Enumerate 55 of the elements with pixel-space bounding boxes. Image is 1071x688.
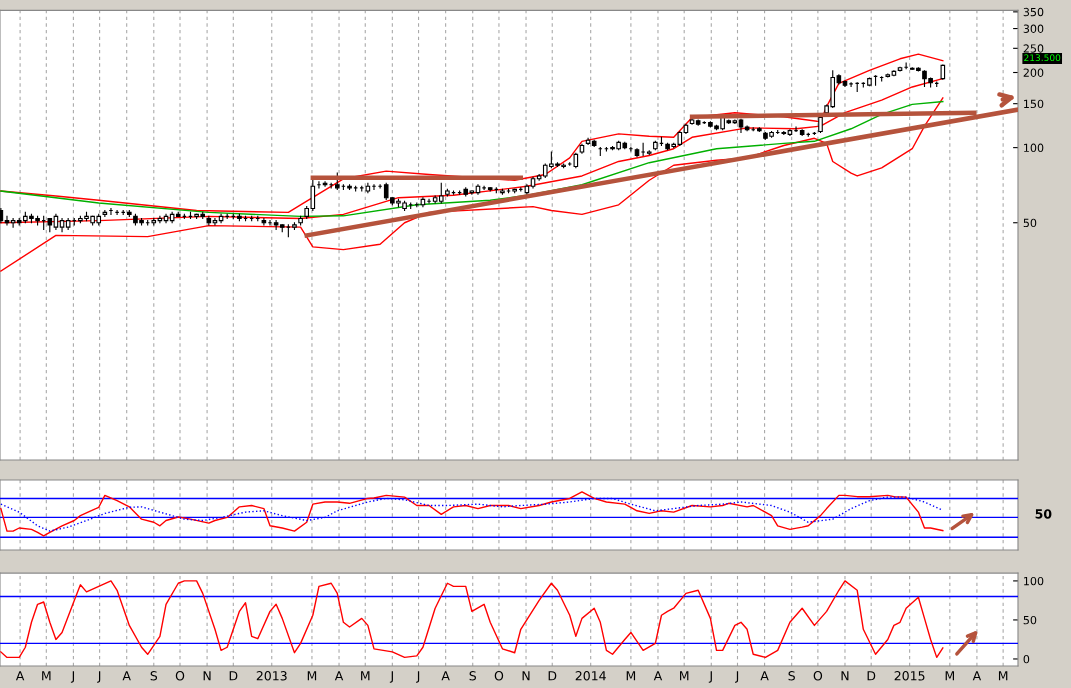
- x-tick-label: A: [760, 671, 769, 681]
- x-tick-label: M: [626, 671, 636, 681]
- candlestick: [848, 82, 854, 87]
- y-tick-label: 0: [1023, 654, 1030, 664]
- x-tick-label: 2013: [256, 671, 287, 681]
- x-tick-label: D: [229, 671, 238, 681]
- x-tick-label: A: [15, 671, 25, 681]
- x-tick-label: N: [203, 671, 211, 681]
- x-tick-label: O: [494, 671, 504, 681]
- x-tick-label: S: [150, 671, 158, 681]
- x-tick-label: D: [548, 671, 557, 681]
- x-tick-label: J: [389, 671, 393, 683]
- x-tick-label: A: [334, 671, 344, 681]
- line-series: [0, 100, 944, 218]
- x-tick-label: J: [708, 671, 712, 683]
- y-tick-label: 350: [1023, 7, 1044, 17]
- x-tick-label: A: [972, 671, 982, 681]
- line-series: [0, 77, 944, 224]
- x-tick-label: A: [441, 671, 450, 681]
- x-tick-label: M: [307, 671, 317, 681]
- line-series: [0, 97, 944, 272]
- x-tick-label: J: [70, 671, 75, 683]
- text: 213.500: [1024, 54, 1061, 62]
- candlestick: [261, 217, 267, 226]
- x-tick-label: O: [175, 671, 185, 681]
- y-tick-label: 300: [1023, 24, 1044, 33]
- y-tick-label: 200: [1023, 68, 1044, 77]
- candlestick: [102, 209, 108, 217]
- candlestick: [640, 142, 646, 157]
- x-tick-label: M: [42, 671, 51, 681]
- x-tick-label: A: [122, 671, 131, 681]
- x-tick-label: A: [653, 671, 663, 681]
- y-tick-label: 100: [1024, 143, 1044, 152]
- x-tick-label: N: [522, 671, 530, 681]
- y-tick-label: 50: [1023, 218, 1037, 228]
- text: 50: [1035, 509, 1052, 519]
- x-tick-label: 2014: [575, 671, 606, 681]
- y-tick-label: 50: [1023, 615, 1037, 625]
- x-tick-label: M: [680, 671, 689, 681]
- x-tick-label: M: [998, 671, 1008, 681]
- x-tick-label: J: [735, 671, 739, 683]
- y-tick-label: 100: [1024, 576, 1044, 586]
- y-tick-label: 250: [1023, 44, 1044, 53]
- x-tick-label: D: [867, 671, 876, 681]
- x-tick-label: 2015: [894, 671, 925, 681]
- x-tick-label: N: [841, 671, 849, 681]
- x-tick-label: J: [97, 671, 101, 683]
- x-tick-label: J: [416, 671, 420, 683]
- y-tick-label: 150: [1024, 99, 1044, 109]
- x-tick-label: M: [361, 671, 370, 681]
- x-tick-label: O: [813, 671, 823, 681]
- x-tick-label: S: [469, 671, 476, 681]
- line-series: [0, 580, 944, 659]
- x-tick-label: M: [945, 671, 954, 681]
- x-tick-label: S: [788, 671, 795, 681]
